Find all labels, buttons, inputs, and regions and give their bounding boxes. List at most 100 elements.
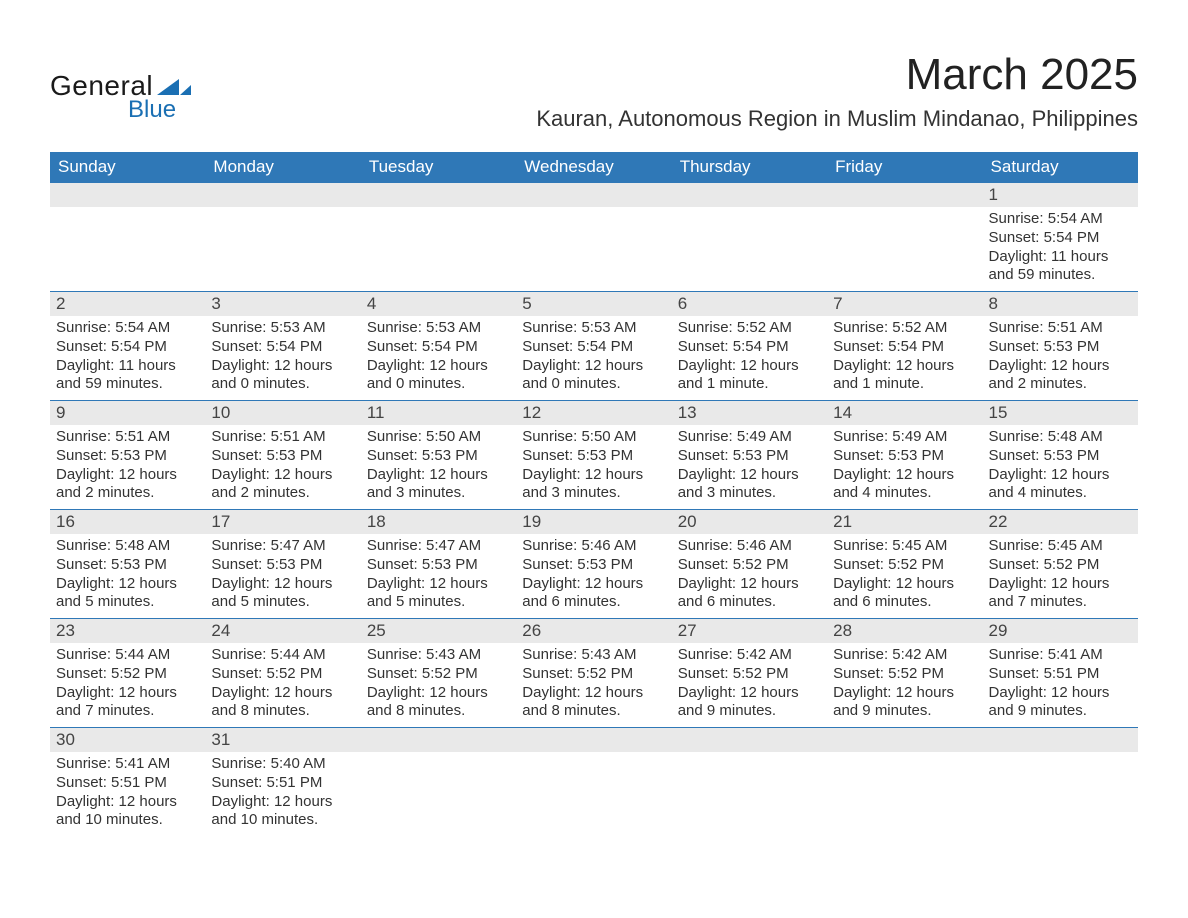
day-number [516, 728, 671, 752]
calendar-cell: 14Sunrise: 5:49 AMSunset: 5:53 PMDayligh… [827, 401, 982, 510]
day2-line: and 0 minutes. [522, 375, 665, 394]
day-content: Sunrise: 5:42 AMSunset: 5:52 PMDaylight:… [672, 643, 827, 727]
day-content [672, 752, 827, 833]
sunrise-line: Sunrise: 5:53 AM [522, 319, 665, 338]
month-title: March 2025 [536, 50, 1138, 100]
sunset-line: Sunset: 5:54 PM [211, 338, 354, 357]
sunset-line: Sunset: 5:54 PM [833, 338, 976, 357]
day2-line: and 7 minutes. [989, 593, 1132, 612]
day-number: 3 [205, 292, 360, 316]
day1-line: Daylight: 12 hours [522, 357, 665, 376]
sunset-line: Sunset: 5:53 PM [367, 447, 510, 466]
calendar-week-row: 23Sunrise: 5:44 AMSunset: 5:52 PMDayligh… [50, 619, 1138, 728]
day2-line: and 9 minutes. [678, 702, 821, 721]
sunrise-line: Sunrise: 5:48 AM [56, 537, 199, 556]
calendar-cell: 21Sunrise: 5:45 AMSunset: 5:52 PMDayligh… [827, 510, 982, 619]
sunrise-line: Sunrise: 5:47 AM [211, 537, 354, 556]
calendar-cell: 15Sunrise: 5:48 AMSunset: 5:53 PMDayligh… [983, 401, 1138, 510]
day-content: Sunrise: 5:52 AMSunset: 5:54 PMDaylight:… [827, 316, 982, 400]
sunset-line: Sunset: 5:53 PM [367, 556, 510, 575]
day2-line: and 5 minutes. [367, 593, 510, 612]
day2-line: and 8 minutes. [367, 702, 510, 721]
day-content: Sunrise: 5:49 AMSunset: 5:53 PMDaylight:… [672, 425, 827, 509]
sunset-line: Sunset: 5:52 PM [833, 556, 976, 575]
day-content: Sunrise: 5:48 AMSunset: 5:53 PMDaylight:… [983, 425, 1138, 509]
sunset-line: Sunset: 5:52 PM [833, 665, 976, 684]
day-content: Sunrise: 5:54 AMSunset: 5:54 PMDaylight:… [983, 207, 1138, 291]
day-number: 24 [205, 619, 360, 643]
day-content: Sunrise: 5:45 AMSunset: 5:52 PMDaylight:… [827, 534, 982, 618]
day2-line: and 10 minutes. [211, 811, 354, 830]
day-number [516, 183, 671, 207]
day-content [827, 752, 982, 833]
day-number: 15 [983, 401, 1138, 425]
day1-line: Daylight: 12 hours [678, 357, 821, 376]
day-content: Sunrise: 5:47 AMSunset: 5:53 PMDaylight:… [205, 534, 360, 618]
sunrise-line: Sunrise: 5:49 AM [678, 428, 821, 447]
day-number: 11 [361, 401, 516, 425]
sunset-line: Sunset: 5:54 PM [989, 229, 1132, 248]
day-number: 4 [361, 292, 516, 316]
day-number [50, 183, 205, 207]
day-content [361, 752, 516, 833]
calendar-cell: 25Sunrise: 5:43 AMSunset: 5:52 PMDayligh… [361, 619, 516, 728]
day2-line: and 1 minute. [833, 375, 976, 394]
day1-line: Daylight: 12 hours [211, 357, 354, 376]
day-content: Sunrise: 5:51 AMSunset: 5:53 PMDaylight:… [205, 425, 360, 509]
day2-line: and 8 minutes. [522, 702, 665, 721]
sunset-line: Sunset: 5:54 PM [367, 338, 510, 357]
day-number: 17 [205, 510, 360, 534]
sunrise-line: Sunrise: 5:43 AM [367, 646, 510, 665]
sunset-line: Sunset: 5:52 PM [678, 665, 821, 684]
day1-line: Daylight: 12 hours [367, 575, 510, 594]
day-content: Sunrise: 5:46 AMSunset: 5:53 PMDaylight:… [516, 534, 671, 618]
logo-text-bottom: Blue [128, 96, 176, 124]
day1-line: Daylight: 12 hours [989, 684, 1132, 703]
sunrise-line: Sunrise: 5:48 AM [989, 428, 1132, 447]
day-of-week-header: Friday [827, 152, 982, 183]
calendar-cell: 2Sunrise: 5:54 AMSunset: 5:54 PMDaylight… [50, 292, 205, 401]
day-number: 10 [205, 401, 360, 425]
sunset-line: Sunset: 5:53 PM [56, 447, 199, 466]
day-number [361, 728, 516, 752]
day-content [516, 207, 671, 288]
day2-line: and 1 minute. [678, 375, 821, 394]
day2-line: and 6 minutes. [522, 593, 665, 612]
day1-line: Daylight: 11 hours [989, 248, 1132, 267]
calendar-cell: 1Sunrise: 5:54 AMSunset: 5:54 PMDaylight… [983, 183, 1138, 292]
calendar-cell [50, 183, 205, 292]
sunset-line: Sunset: 5:51 PM [56, 774, 199, 793]
sunset-line: Sunset: 5:53 PM [522, 556, 665, 575]
day-content: Sunrise: 5:49 AMSunset: 5:53 PMDaylight:… [827, 425, 982, 509]
day2-line: and 3 minutes. [678, 484, 821, 503]
day1-line: Daylight: 12 hours [211, 684, 354, 703]
day1-line: Daylight: 12 hours [211, 793, 354, 812]
sunset-line: Sunset: 5:52 PM [211, 665, 354, 684]
day-number [672, 183, 827, 207]
calendar-cell: 17Sunrise: 5:47 AMSunset: 5:53 PMDayligh… [205, 510, 360, 619]
day-of-week-header: Tuesday [361, 152, 516, 183]
day-content [516, 752, 671, 833]
calendar-cell [205, 183, 360, 292]
day1-line: Daylight: 12 hours [678, 466, 821, 485]
calendar-cell: 19Sunrise: 5:46 AMSunset: 5:53 PMDayligh… [516, 510, 671, 619]
sunset-line: Sunset: 5:53 PM [56, 556, 199, 575]
sunrise-line: Sunrise: 5:52 AM [833, 319, 976, 338]
day2-line: and 3 minutes. [522, 484, 665, 503]
sunrise-line: Sunrise: 5:50 AM [522, 428, 665, 447]
day-content: Sunrise: 5:51 AMSunset: 5:53 PMDaylight:… [50, 425, 205, 509]
day-number: 5 [516, 292, 671, 316]
sunrise-line: Sunrise: 5:45 AM [833, 537, 976, 556]
day-number [672, 728, 827, 752]
calendar-cell: 6Sunrise: 5:52 AMSunset: 5:54 PMDaylight… [672, 292, 827, 401]
calendar-week-row: 2Sunrise: 5:54 AMSunset: 5:54 PMDaylight… [50, 292, 1138, 401]
day-content: Sunrise: 5:54 AMSunset: 5:54 PMDaylight:… [50, 316, 205, 400]
sunset-line: Sunset: 5:53 PM [211, 556, 354, 575]
calendar-cell [672, 728, 827, 837]
sunset-line: Sunset: 5:53 PM [678, 447, 821, 466]
calendar-cell [672, 183, 827, 292]
calendar-cell: 9Sunrise: 5:51 AMSunset: 5:53 PMDaylight… [50, 401, 205, 510]
day-number: 21 [827, 510, 982, 534]
day-number: 30 [50, 728, 205, 752]
sunrise-line: Sunrise: 5:51 AM [989, 319, 1132, 338]
